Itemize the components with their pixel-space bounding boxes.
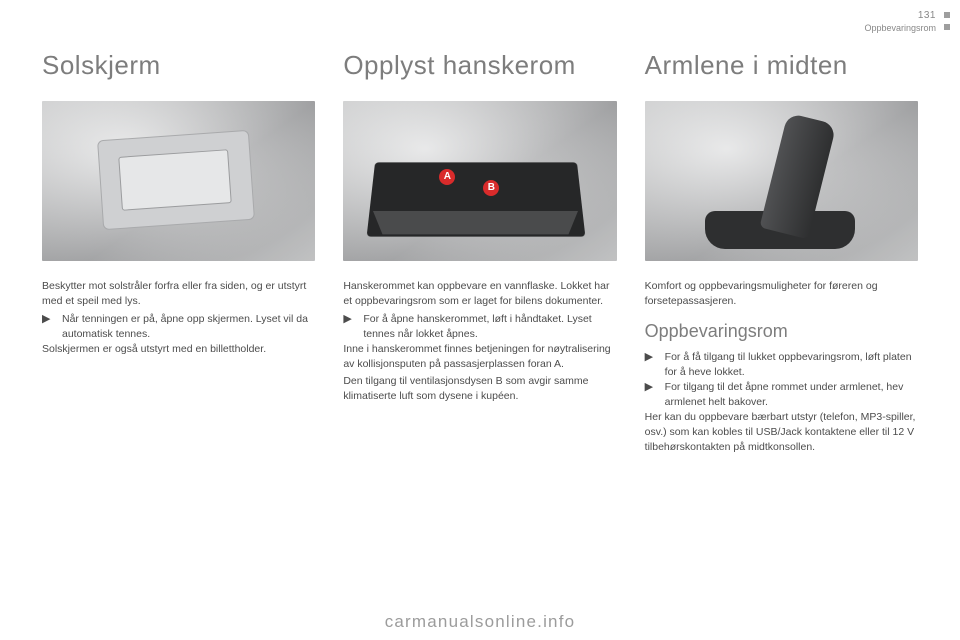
paragraph: Komfort og oppbevaringsmuligheter for fø… <box>645 279 918 309</box>
title-glovebox: Opplyst hanskerom <box>343 50 616 81</box>
title-armrest: Armlene i midten <box>645 50 918 81</box>
body-sun-visor: Beskytter mot solstråler forfra eller fr… <box>42 279 315 357</box>
col-sun-visor: Solskjerm Beskytter mot solstråler forfr… <box>42 50 315 458</box>
figure-sun-visor <box>42 101 315 261</box>
col-armrest: Armlene i midten Komfort og oppbevarings… <box>645 50 918 458</box>
content-columns: Solskjerm Beskytter mot solstråler forfr… <box>0 0 960 458</box>
paragraph: Her kan du oppbevare bærbart utstyr (tel… <box>645 410 918 455</box>
edge-mark <box>944 12 950 18</box>
title-sun-visor: Solskjerm <box>42 50 315 81</box>
bullet-text: Når tenningen er på, åpne opp skjermen. … <box>62 312 315 342</box>
bullet-marker-icon: ▶ <box>645 380 657 410</box>
bullet-text: For tilgang til det åpne rommet under ar… <box>665 380 918 410</box>
page-number: 131 <box>864 10 936 21</box>
glovebox-lid-shape <box>373 211 578 234</box>
bullet-text: For å få tilgang til lukket oppbevarings… <box>665 350 918 380</box>
figure-armrest <box>645 101 918 261</box>
body-glovebox: Hanskerommet kan oppbevare en vannflaske… <box>343 279 616 404</box>
edge-mark <box>944 24 950 30</box>
bullet-marker-icon: ▶ <box>645 350 657 380</box>
col-glovebox: Opplyst hanskerom A B Hanskerommet kan o… <box>343 50 616 458</box>
page-header: 131 Oppbevaringsrom <box>864 10 936 33</box>
edge-tab-marks <box>944 12 954 36</box>
body-armrest: Komfort og oppbevaringsmuligheter for fø… <box>645 279 918 455</box>
footer-watermark: carmanualsonline.info <box>0 612 960 632</box>
paragraph: Solskjermen er også utstyrt med en bille… <box>42 342 315 357</box>
paragraph: Beskytter mot solstråler forfra eller fr… <box>42 279 315 309</box>
paragraph: Inne i hanskerommet finnes betjeningen f… <box>343 342 616 372</box>
bullet-item: ▶ Når tenningen er på, åpne opp skjermen… <box>42 312 315 342</box>
bullet-marker-icon: ▶ <box>42 312 54 342</box>
visor-mirror-shape <box>118 149 231 211</box>
manual-page: 131 Oppbevaringsrom Solskjerm Beskytter … <box>0 0 960 640</box>
figure-glovebox: A B <box>343 101 616 261</box>
bullet-item: ▶ For å få tilgang til lukket oppbevarin… <box>645 350 918 380</box>
bullet-marker-icon: ▶ <box>343 312 355 342</box>
subheading-storage: Oppbevaringsrom <box>645 319 918 345</box>
paragraph: Den tilgang til ventilasjonsdysen B som … <box>343 374 616 404</box>
section-label: Oppbevaringsrom <box>864 23 936 33</box>
bullet-item: ▶ For tilgang til det åpne rommet under … <box>645 380 918 410</box>
paragraph: Hanskerommet kan oppbevare en vannflaske… <box>343 279 616 309</box>
bullet-text: For å åpne hanskerommet, løft i håndtake… <box>363 312 616 342</box>
bullet-item: ▶ For å åpne hanskerommet, løft i håndta… <box>343 312 616 342</box>
